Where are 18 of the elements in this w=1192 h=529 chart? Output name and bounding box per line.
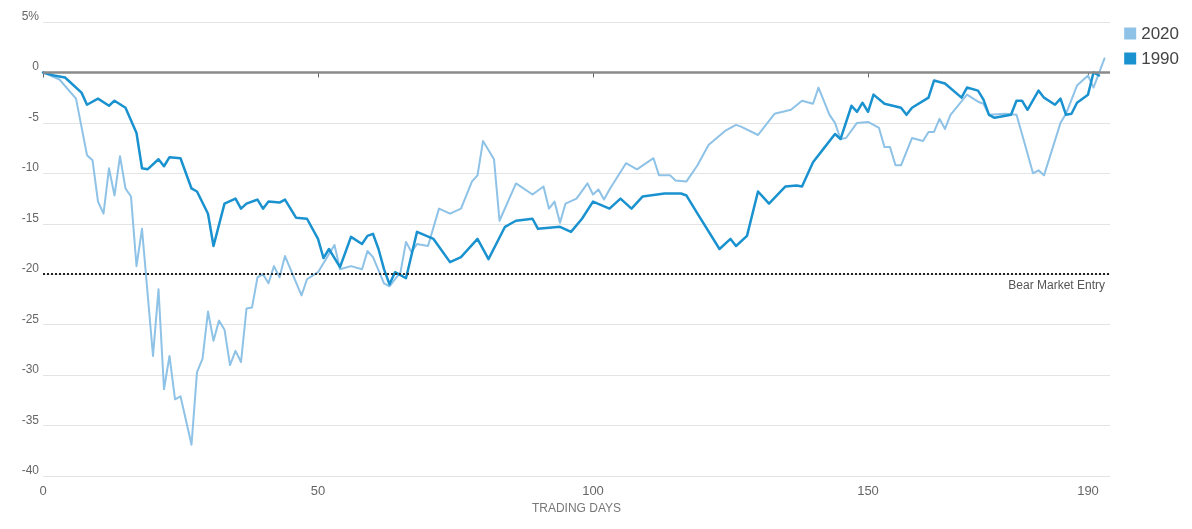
x-tick-label: 100 bbox=[582, 483, 604, 498]
x-tick-label: 150 bbox=[857, 483, 879, 498]
y-tick-label: -10 bbox=[21, 160, 40, 175]
y-tick-label: -15 bbox=[21, 210, 40, 225]
legend-label: 1990 bbox=[1141, 49, 1180, 68]
x-axis-title: TRADING DAYS bbox=[531, 500, 622, 515]
y-tick-label: -40 bbox=[21, 463, 40, 477]
y-tick-label: -20 bbox=[21, 261, 40, 276]
y-tick-label: 5% bbox=[21, 9, 40, 23]
ref-line-label: Bear Market Entry bbox=[1008, 278, 1105, 293]
x-tick-label: 190 bbox=[1077, 483, 1099, 498]
y-tick-label: -35 bbox=[21, 412, 40, 427]
y-tick-label: -30 bbox=[21, 362, 40, 377]
legend-label: 2020 bbox=[1141, 24, 1180, 43]
y-tick-label: -5 bbox=[28, 109, 40, 124]
y-tick-label: -25 bbox=[21, 311, 40, 326]
y-tick-label: 0 bbox=[32, 59, 40, 74]
x-tick-label: 50 bbox=[310, 483, 326, 498]
